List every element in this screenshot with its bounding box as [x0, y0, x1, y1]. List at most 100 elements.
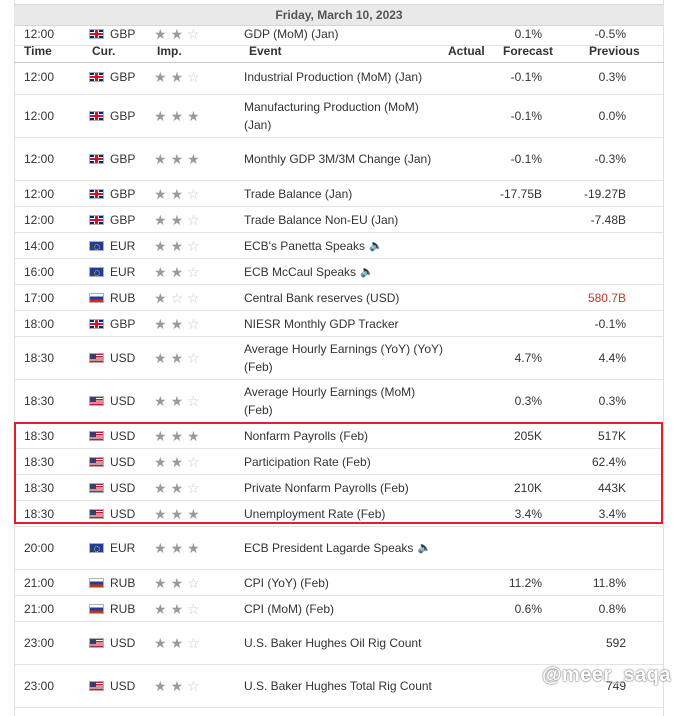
flag-icon: [89, 181, 104, 206]
event-name[interactable]: Trade Balance Non-EU (Jan): [244, 207, 444, 232]
star-icon: ★: [154, 237, 167, 254]
star-icon: ★: [154, 211, 167, 228]
event-name-text[interactable]: ECB's Panetta Speaks: [244, 238, 366, 253]
event-name[interactable]: Trade Balance (Jan): [244, 181, 444, 206]
column-header-actual[interactable]: Actual: [448, 44, 485, 58]
event-name[interactable]: ECB's Panetta Speaks 🔈: [244, 233, 444, 258]
event-name-text[interactable]: U.S. Baker Hughes Total Rig Count: [244, 679, 432, 693]
column-header-importance[interactable]: Imp.: [157, 44, 182, 58]
event-name[interactable]: Central Bank reserves (USD): [244, 285, 444, 310]
star-icon: ★: [170, 678, 184, 694]
event-time: 18:30: [24, 480, 55, 495]
table-row[interactable]: 18:30 USD ★ ★ ☆ Participation Rate (Feb) 62.4%: [14, 449, 664, 475]
event-name-text[interactable]: Average Hourly Earnings (MoM) (Feb): [244, 385, 416, 417]
table-row[interactable]: 23:00 USD ★ ★ ☆ U.S. Baker Hughes Total Rig C…: [14, 665, 664, 708]
column-header-event[interactable]: Event: [249, 44, 282, 58]
column-header-currency[interactable]: Cur.: [92, 44, 116, 58]
column-header-forecast[interactable]: Forecast: [503, 44, 554, 58]
star-icon: ★: [154, 505, 167, 522]
event-name[interactable]: Participation Rate (Feb): [244, 449, 444, 474]
event-name-text[interactable]: NIESR Monthly GDP Tracker: [244, 316, 399, 331]
star-icon: ★: [170, 237, 184, 254]
star-icon: ☆: [187, 479, 200, 496]
currency-code: EUR: [110, 541, 136, 555]
previous-value: 4.4%: [598, 351, 626, 365]
flag-icon: [89, 311, 104, 336]
previous-value: -0.5%: [594, 26, 626, 41]
table-row[interactable]: 14:00 EUR ★ ★ ☆ ECB's Panetta Speaks 🔈: [14, 233, 664, 259]
table-row[interactable]: 18:30 USD ★ ★ ★ Nonfarm Payrolls (Feb) 205K 517…: [14, 423, 664, 449]
previous-value: 0.3%: [598, 70, 626, 84]
star-icon: ★: [154, 69, 167, 85]
event-name-text[interactable]: Central Bank reserves (USD): [244, 290, 400, 305]
event-name-text[interactable]: Trade Balance Non-EU (Jan): [244, 212, 399, 227]
event-name[interactable]: Private Nonfarm Payrolls (Feb): [244, 475, 444, 500]
event-name-text[interactable]: Participation Rate (Feb): [244, 454, 371, 469]
event-name[interactable]: NIESR Monthly GDP Tracker: [244, 311, 444, 336]
flag-icon: [89, 475, 104, 500]
table-row[interactable]: 18:30 USD ★ ★ ☆ Average Hourly Earnings (YoY)…: [14, 337, 664, 380]
event-name-text[interactable]: Nonfarm Payrolls (Feb): [244, 428, 369, 443]
event-name[interactable]: GDP (MoM) (Jan): [244, 22, 444, 45]
event-name[interactable]: Unemployment Rate (Feb): [244, 501, 444, 526]
table-row[interactable]: 12:00 GBP ★ ★ ★ Manufacturing Production (MoM…: [14, 95, 664, 138]
table-row[interactable]: 12:00 GBP ★ ★ ☆ Industrial Production (MoM) (…: [14, 60, 664, 95]
star-icon: ☆: [187, 185, 200, 202]
table-row[interactable]: 18:30 USD ★ ★ ☆ Private Nonfarm Payrolls (Feb…: [14, 475, 664, 501]
star-icon: ★: [154, 635, 167, 651]
event-name[interactable]: Monthly GDP 3M/3M Change (Jan): [244, 138, 444, 180]
event-name[interactable]: CPI (MoM) (Feb): [244, 596, 444, 621]
table-row[interactable]: 18:30 USD ★ ★ ★ Unemployment Rate (Feb) 3.4% 3.…: [14, 501, 664, 527]
event-time: 16:00: [24, 264, 55, 279]
table-row[interactable]: 20:00 EUR ★ ★ ★ ECB President Lagarde Speaks 🔈: [14, 527, 664, 570]
event-name-text[interactable]: Monthly GDP 3M/3M Change (Jan): [244, 152, 432, 166]
event-time: 20:00: [24, 541, 55, 555]
star-icon: ★: [170, 108, 184, 124]
star-icon: ☆: [187, 69, 200, 85]
table-row[interactable]: 23:00 USD ★ ★ ☆ U.S. Baker Hughes Oil Rig Cou…: [14, 622, 664, 665]
column-header-previous[interactable]: Previous: [589, 44, 640, 58]
event-name-text[interactable]: ECB President Lagarde Speaks: [244, 541, 414, 555]
table-row[interactable]: 16:00 EUR ★ ★ ☆ ECB McCaul Speaks 🔈: [14, 259, 664, 285]
table-row[interactable]: 21:00 RUB ★ ★ ☆ CPI (YoY) (Feb) 11.2% 11.8%: [14, 570, 664, 596]
event-name[interactable]: CPI (YoY) (Feb): [244, 570, 444, 595]
event-name-text[interactable]: Trade Balance (Jan): [244, 186, 353, 201]
event-name[interactable]: U.S. Baker Hughes Total Rig Count: [244, 665, 444, 707]
event-name[interactable]: Average Hourly Earnings (YoY) (YoY) (Feb…: [244, 337, 444, 379]
event-time: 18:30: [24, 428, 55, 443]
forecast-value: 0.1%: [514, 26, 542, 41]
event-name[interactable]: Industrial Production (MoM) (Jan): [244, 60, 444, 94]
event-name[interactable]: Average Hourly Earnings (MoM) (Feb): [244, 380, 444, 422]
event-name[interactable]: ECB McCaul Speaks 🔈: [244, 259, 444, 284]
table-row[interactable]: 12:00 GBP ★ ★ ☆ Trade Balance Non-EU (Jan) -7.…: [14, 207, 664, 233]
event-time: 12:00: [24, 152, 55, 166]
forecast-value: 210K: [513, 480, 542, 495]
flag-icon: [89, 449, 104, 474]
table-row[interactable]: 18:30 USD ★ ★ ☆ Average Hourly Earnings (MoM)…: [14, 380, 664, 423]
event-name-text[interactable]: CPI (MoM) (Feb): [244, 601, 334, 616]
event-name-text[interactable]: Industrial Production (MoM) (Jan): [244, 70, 423, 84]
column-header-time[interactable]: Time: [24, 44, 52, 58]
star-icon: ★: [154, 427, 167, 444]
table-row[interactable]: 18:00 GBP ★ ★ ☆ NIESR Monthly GDP Tracker -0.1…: [14, 311, 664, 337]
currency-code: GBP: [110, 316, 136, 331]
event-name-text[interactable]: U.S. Baker Hughes Oil Rig Count: [244, 636, 422, 650]
table-row[interactable]: 17:00 RUB ★ ☆ ☆ Central Bank reserves (USD) 58…: [14, 285, 664, 311]
table-row[interactable]: 21:00 RUB ★ ★ ☆ CPI (MoM) (Feb) 0.6% 0.8%: [14, 596, 664, 622]
flag-icon: [89, 501, 104, 526]
event-name[interactable]: Nonfarm Payrolls (Feb): [244, 423, 444, 448]
event-name-text[interactable]: CPI (YoY) (Feb): [244, 575, 329, 590]
event-name[interactable]: Manufacturing Production (MoM) (Jan): [244, 95, 444, 137]
event-name-text[interactable]: ECB McCaul Speaks: [244, 264, 357, 279]
event-name-text[interactable]: Unemployment Rate (Feb): [244, 506, 386, 521]
event-name[interactable]: U.S. Baker Hughes Oil Rig Count: [244, 622, 444, 664]
table-row[interactable]: 12:00 GBP ★ ★ ★ Monthly GDP 3M/3M Change (Jan…: [14, 138, 664, 181]
event-name-text[interactable]: Manufacturing Production (MoM) (Jan): [244, 100, 419, 132]
ru-flag-icon: [89, 603, 104, 614]
event-name-text[interactable]: Average Hourly Earnings (YoY) (YoY) (Feb…: [244, 342, 443, 374]
event-name-text[interactable]: GDP (MoM) (Jan): [244, 26, 339, 41]
table-row[interactable]: 12:00 GBP ★ ★ ☆ Trade Balance (Jan) -17.75B -19…: [14, 181, 664, 207]
event-name[interactable]: ECB President Lagarde Speaks 🔈: [244, 527, 444, 569]
event-name-text[interactable]: Private Nonfarm Payrolls (Feb): [244, 480, 409, 495]
table-row[interactable]: 12:00 GBP ★ ★ ☆ GDP (MoM) (Jan) 0.1% -0.5%: [14, 22, 664, 46]
